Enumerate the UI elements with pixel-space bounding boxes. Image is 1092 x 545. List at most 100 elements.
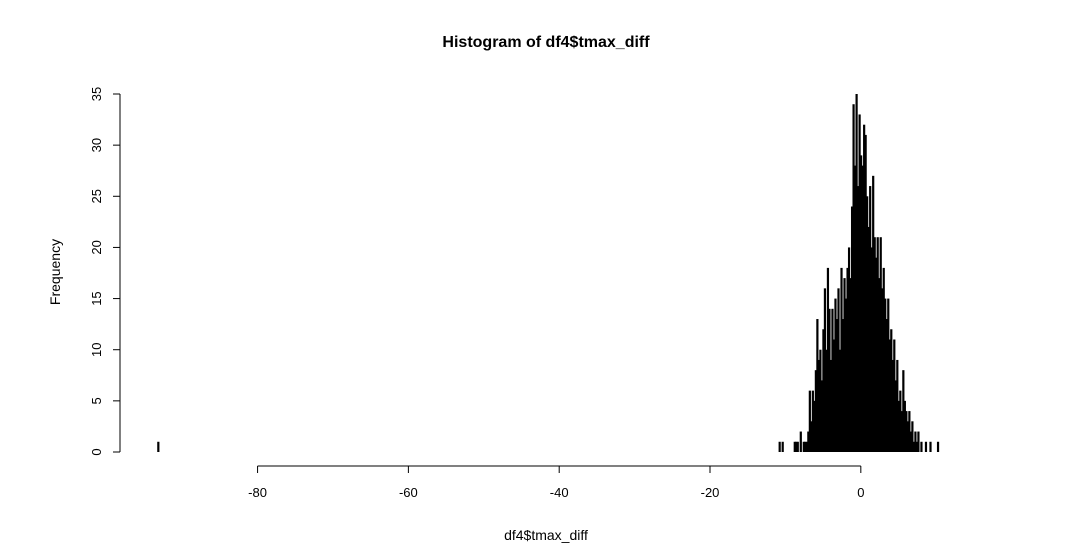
- histogram-bar: [825, 349, 828, 452]
- histogram-bar: [799, 431, 802, 452]
- histogram-bar: [893, 339, 896, 452]
- histogram-bar: [866, 196, 869, 452]
- y-axis: 0 5 10 15 20 25 30 35: [89, 87, 121, 456]
- histogram-bar: [875, 257, 878, 452]
- histogram-bar: [802, 441, 805, 452]
- histogram-bar: [864, 134, 867, 452]
- histogram-bar: [814, 370, 817, 452]
- histogram-bar: [902, 370, 905, 452]
- histogram-bar: [890, 329, 893, 452]
- x-tick-label: -60: [399, 485, 418, 500]
- histogram-bar: [843, 278, 846, 452]
- histogram-bar: [823, 288, 827, 452]
- histogram-bar: [828, 308, 831, 452]
- histogram-bar: [915, 441, 919, 452]
- histogram-bar: [819, 349, 822, 452]
- histogram-bar: [885, 319, 888, 452]
- histogram-bar: [876, 237, 879, 452]
- histogram-bar: [795, 441, 798, 452]
- histogram-bar: [911, 421, 914, 452]
- y-tick-label: 15: [89, 291, 104, 305]
- histogram-bar: [846, 267, 849, 452]
- histogram-bar: [855, 94, 858, 452]
- histogram-bar: [863, 124, 866, 452]
- histogram-bar: [852, 104, 855, 452]
- x-axis-label: df4$tmax_diff: [504, 527, 588, 543]
- histogram-bar: [834, 298, 837, 452]
- histogram-bar: [914, 431, 917, 452]
- histogram-bar: [888, 339, 891, 452]
- histogram-bars: [157, 94, 940, 453]
- histogram-bar: [813, 400, 816, 452]
- x-tick-label: -40: [550, 485, 569, 500]
- histogram-bar: [929, 441, 932, 452]
- y-tick-label: 25: [89, 189, 104, 203]
- histogram-bar: [820, 380, 824, 452]
- histogram-bar: [881, 288, 884, 452]
- chart-title: Histogram of df4$tmax_diff: [442, 34, 650, 51]
- histogram-bar: [903, 400, 906, 452]
- histogram-bar: [781, 441, 784, 452]
- histogram-bar: [832, 339, 836, 452]
- histogram-bar: [844, 298, 848, 452]
- y-tick-label: 20: [89, 240, 104, 254]
- histogram-bar: [831, 308, 834, 452]
- histogram-bar: [826, 267, 830, 452]
- histogram-bar: [867, 226, 870, 452]
- histogram-bar: [861, 165, 864, 452]
- histogram-bar: [807, 431, 810, 452]
- x-tick-label: -20: [701, 485, 720, 500]
- histogram-bar: [912, 441, 916, 452]
- histogram-bar: [924, 441, 928, 452]
- histogram-bar: [778, 441, 781, 452]
- histogram-bar: [894, 380, 897, 452]
- histogram-bar: [822, 329, 825, 452]
- histogram-bar: [829, 359, 833, 452]
- histogram-bar: [906, 421, 909, 452]
- histogram-bar: [838, 349, 842, 452]
- histogram-bar: [920, 441, 923, 452]
- x-tick-label: 0: [857, 485, 864, 500]
- histogram-bar: [909, 431, 912, 452]
- histogram-bar: [841, 319, 845, 452]
- histogram-bar: [917, 431, 920, 452]
- histogram-bar: [936, 441, 940, 452]
- histogram-bar: [858, 114, 861, 453]
- histogram-bar: [805, 441, 808, 452]
- histogram-bar: [899, 390, 902, 452]
- histogram-bar: [882, 267, 885, 452]
- histogram-bar: [869, 186, 872, 452]
- histogram-bar: [811, 390, 814, 452]
- y-tick-label: 35: [89, 87, 104, 101]
- histogram-bar: [793, 441, 796, 452]
- histogram-bar: [897, 400, 900, 452]
- histogram-bar: [817, 359, 820, 452]
- histogram-bar: [808, 390, 811, 452]
- histogram-bar: [840, 267, 843, 452]
- histogram-bar: [891, 359, 894, 452]
- x-axis: -80 -60 -40 -20 0: [248, 465, 864, 500]
- histogram-bar: [835, 319, 839, 452]
- y-axis-label: Frequency: [47, 239, 63, 305]
- histogram-bar: [873, 237, 876, 452]
- histogram-bar: [870, 247, 873, 452]
- histogram-bar: [157, 441, 160, 452]
- histogram-bar: [847, 247, 851, 452]
- histogram-bar: [849, 278, 852, 452]
- histogram-bar: [837, 288, 840, 452]
- y-tick-label: 5: [89, 397, 104, 404]
- histogram-bar: [884, 298, 887, 452]
- histogram-bar: [796, 441, 799, 452]
- histogram-bar: [896, 359, 899, 452]
- histogram-bar: [810, 421, 813, 452]
- histogram-bar: [900, 411, 903, 452]
- y-tick-label: 0: [89, 448, 104, 455]
- histogram-bar: [857, 186, 860, 452]
- histogram-bar: [850, 206, 854, 452]
- histogram-bar: [860, 155, 863, 452]
- histogram-bar: [816, 319, 819, 452]
- histogram-bar: [879, 237, 882, 452]
- histogram-bar: [804, 441, 807, 452]
- x-tick-label: -80: [248, 485, 267, 500]
